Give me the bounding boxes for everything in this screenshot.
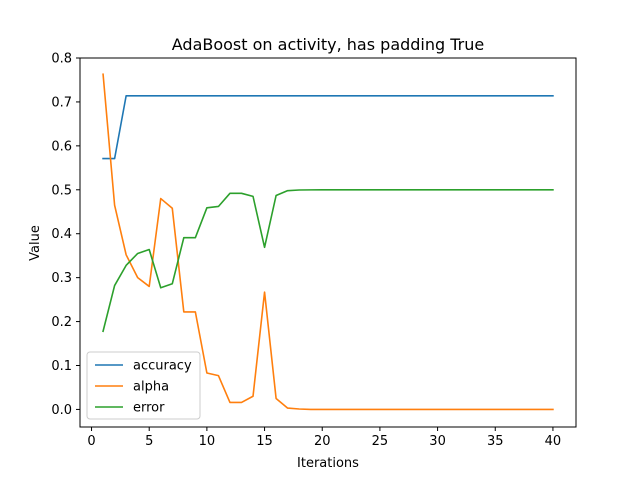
- y-axis-label: Value: [28, 225, 43, 261]
- y-tick-label: 0.1: [51, 359, 72, 374]
- x-tick-label: 30: [429, 434, 446, 449]
- series-line-error: [102, 188, 554, 333]
- x-tick-label: 15: [256, 434, 273, 449]
- y-tick-label: 0.2: [51, 315, 72, 330]
- series-line-accuracy: [102, 94, 554, 160]
- legend-box: [86, 351, 201, 420]
- legend-label-error: error: [133, 401, 165, 416]
- legend-label-accuracy: accuracy: [133, 359, 192, 374]
- y-tick-label: 0.6: [51, 139, 72, 154]
- x-tick-label: 5: [145, 434, 153, 449]
- plot-area: 0 5 10 15 20 25 30 35 40 0.0 0.1 0.2 0.3 0.4 0.5 0.6 0.7…: [51, 52, 577, 449]
- chart-title: AdaBoost on activity, has padding True: [172, 35, 485, 54]
- y-tick-label: 0.8: [51, 52, 72, 67]
- y-tick-label: 0.5: [51, 183, 72, 198]
- x-tick-label: 10: [199, 434, 216, 449]
- legend-item-alpha: alpha: [95, 380, 169, 395]
- plot-frame: [79, 57, 577, 428]
- y-tick-label: 0.4: [51, 227, 72, 242]
- legend-item-accuracy: accuracy: [95, 359, 192, 374]
- legend: accuracy alpha error: [86, 351, 201, 420]
- legend-item-error: error: [95, 401, 165, 416]
- y-tick-label: 0.7: [51, 95, 72, 110]
- x-tick-label: 0: [87, 434, 95, 449]
- x-tick-label: 20: [314, 434, 331, 449]
- y-tick-label: 0.3: [51, 271, 72, 286]
- x-tick-label: 25: [372, 434, 389, 449]
- x-tick-label: 40: [545, 434, 562, 449]
- legend-label-alpha: alpha: [133, 380, 169, 395]
- x-axis-label: Iterations: [297, 456, 359, 471]
- x-tick-label: 35: [487, 434, 504, 449]
- y-tick-label: 0.0: [51, 403, 72, 418]
